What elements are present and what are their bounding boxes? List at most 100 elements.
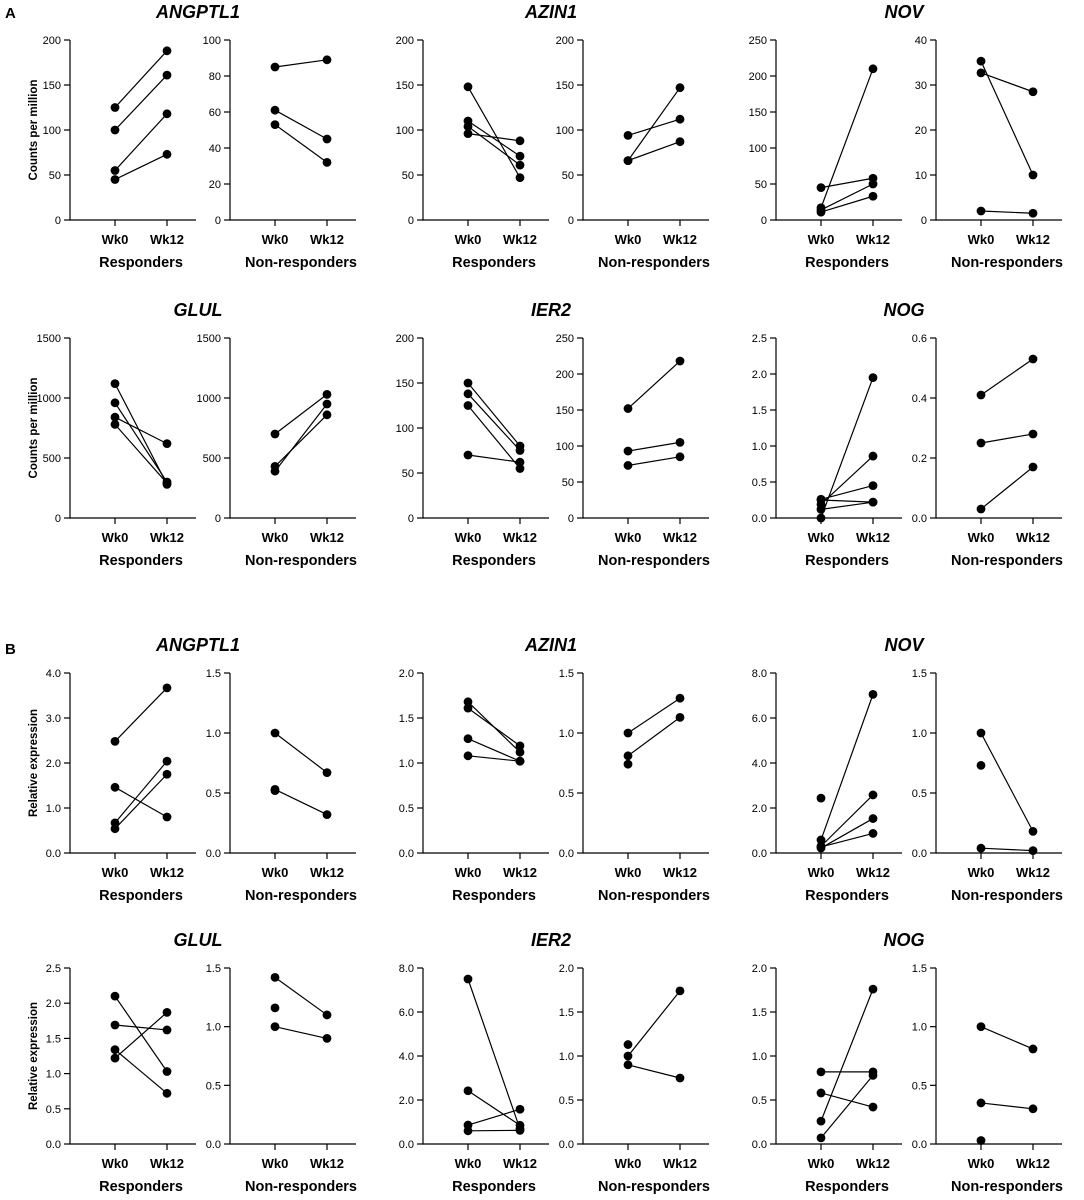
- data-point: [1028, 827, 1038, 836]
- panel-b-azin1-non-responders: 0.0 0.5 1.0 1.5 Wk0 Wk12 Non-responders: [559, 668, 710, 904]
- subject-series: [623, 986, 685, 1061]
- subject-series: [976, 1098, 1038, 1114]
- data-point: [1028, 170, 1038, 180]
- y-tick: 4.0: [46, 668, 70, 680]
- subject-series: [816, 173, 878, 193]
- y-tick-label: 40: [209, 143, 221, 155]
- data-point: [110, 412, 120, 422]
- data-point: [110, 1045, 120, 1055]
- y-tick-label: 0.5: [399, 803, 414, 815]
- y-tick: 1.0: [559, 728, 583, 740]
- axes: 0.0 0.5 1.0 1.5 2.0 2.5: [752, 333, 902, 525]
- data-point: [623, 461, 633, 470]
- y-axis-label: Relative expression: [28, 709, 40, 817]
- series-line: [820, 988, 874, 1122]
- subject-series: [463, 974, 525, 1134]
- y-tick: 100: [203, 35, 230, 47]
- y-tick-label: 0.5: [206, 788, 221, 800]
- y-tick: 200: [396, 35, 423, 47]
- section-label-b: B: [5, 641, 16, 658]
- subject-series: [623, 693, 685, 738]
- data-point: [463, 389, 473, 399]
- y-tick-label: 0: [55, 215, 61, 227]
- y-tick: 0.0: [399, 848, 423, 860]
- gene-title: GLUL: [174, 300, 223, 320]
- data-point: [623, 751, 633, 761]
- series-line: [467, 120, 521, 157]
- series-line: [627, 118, 681, 136]
- y-tick: 2.0: [399, 1095, 423, 1107]
- data-point: [515, 173, 525, 183]
- subject-series: [976, 1022, 1038, 1054]
- y-tick: 1.0: [399, 758, 423, 770]
- data-point: [270, 429, 280, 439]
- y-tick-label: 30: [915, 80, 927, 92]
- group-label: Responders: [99, 1179, 183, 1195]
- x-tick-label: Wk12: [310, 1156, 344, 1171]
- gene-title: NOV: [884, 635, 925, 655]
- data-point: [675, 1073, 685, 1083]
- y-tick: 60: [209, 107, 230, 119]
- panel-a-glul-non-responders: 0 500 1000 1500 Wk0 Wk12 Non-responders: [197, 333, 357, 569]
- y-tick: 20: [915, 125, 936, 137]
- y-tick-label: 150: [396, 378, 414, 390]
- data-point: [1028, 1044, 1038, 1054]
- subject-series: [816, 191, 878, 217]
- x-tick-label: Wk0: [455, 1156, 482, 1171]
- data-point: [868, 64, 878, 74]
- y-tick: 1.0: [752, 441, 776, 453]
- x-tick-label: Wk12: [663, 530, 697, 545]
- panel-a-nog-non-responders: 0.0 0.2 0.4 0.6 Wk0 Wk12 Non-responders: [912, 333, 1063, 569]
- axes: 0.0 2.0 4.0 6.0 8.0: [399, 963, 549, 1151]
- gene-title: AZIN1: [524, 635, 577, 655]
- y-tick-label: 0.0: [559, 1139, 574, 1151]
- data-point: [110, 737, 120, 746]
- subject-series: [463, 129, 525, 146]
- data-point: [816, 1088, 826, 1098]
- data-point: [868, 790, 878, 800]
- series-line: [820, 794, 874, 847]
- data-point: [515, 446, 525, 455]
- y-tick: 0: [55, 513, 70, 525]
- panel-b-angptl1-responders: 0.0 1.0 2.0 3.0 4.0 Wk0 Wk12 Responders ANGPTL1 R…: [28, 635, 240, 904]
- y-tick: 2.0: [752, 803, 776, 815]
- x-tick-label: Wk0: [102, 865, 129, 880]
- data-point: [322, 1034, 332, 1043]
- y-tick-label: 200: [749, 71, 767, 83]
- series-line: [274, 124, 328, 163]
- y-tick: 1.5: [912, 668, 936, 680]
- subject-series: [976, 843, 1038, 855]
- y-tick: 500: [43, 453, 70, 465]
- y-tick-label: 0.0: [46, 1139, 61, 1151]
- y-tick-label: 0.0: [206, 848, 221, 860]
- panel-b-ier2-non-responders: 0.0 0.5 1.0 1.5 2.0 Wk0 Wk12 Non-responders: [559, 963, 710, 1195]
- axes: 0 50 100 150 200: [43, 35, 196, 227]
- axes: 0.0 0.5 1.0 1.5: [912, 963, 1062, 1151]
- series-line: [627, 1064, 681, 1079]
- data-point: [623, 446, 633, 456]
- y-tick-label: 150: [396, 80, 414, 92]
- x-tick-label: Wk0: [455, 865, 482, 880]
- y-axis-label: Counts per million: [28, 80, 40, 181]
- data-point: [463, 401, 473, 410]
- series-line: [467, 707, 521, 747]
- y-tick: 1.0: [206, 1022, 230, 1034]
- x-tick-label: Wk12: [856, 530, 890, 545]
- series-line: [114, 1049, 168, 1094]
- y-tick: 0.0: [399, 1139, 423, 1151]
- subject-series: [110, 683, 172, 746]
- subject-series: [463, 82, 525, 183]
- subject-series: [463, 1125, 525, 1136]
- subject-series: [110, 991, 172, 1076]
- subject-series: [976, 206, 1038, 218]
- x-tick-label: Wk12: [310, 232, 344, 247]
- data-point: [868, 451, 878, 461]
- gene-title: NOG: [883, 930, 924, 950]
- group-label: Responders: [805, 888, 889, 904]
- y-tick: 0.0: [46, 1139, 70, 1151]
- series-line: [114, 113, 168, 171]
- panel-b-nog-responders: 0.0 0.5 1.0 1.5 2.0 Wk0 Wk12 Responders NOG: [752, 930, 925, 1195]
- y-tick: 3.0: [46, 713, 70, 725]
- data-point: [675, 356, 685, 366]
- y-tick: 0.5: [206, 788, 230, 800]
